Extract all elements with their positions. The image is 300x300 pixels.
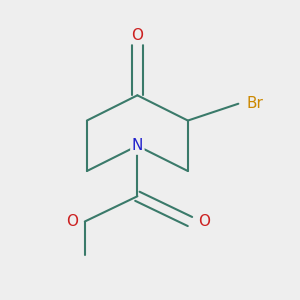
Text: O: O — [198, 214, 210, 229]
Text: O: O — [67, 214, 79, 229]
Text: N: N — [132, 138, 143, 153]
Text: O: O — [131, 28, 143, 43]
Text: Br: Br — [247, 96, 264, 111]
